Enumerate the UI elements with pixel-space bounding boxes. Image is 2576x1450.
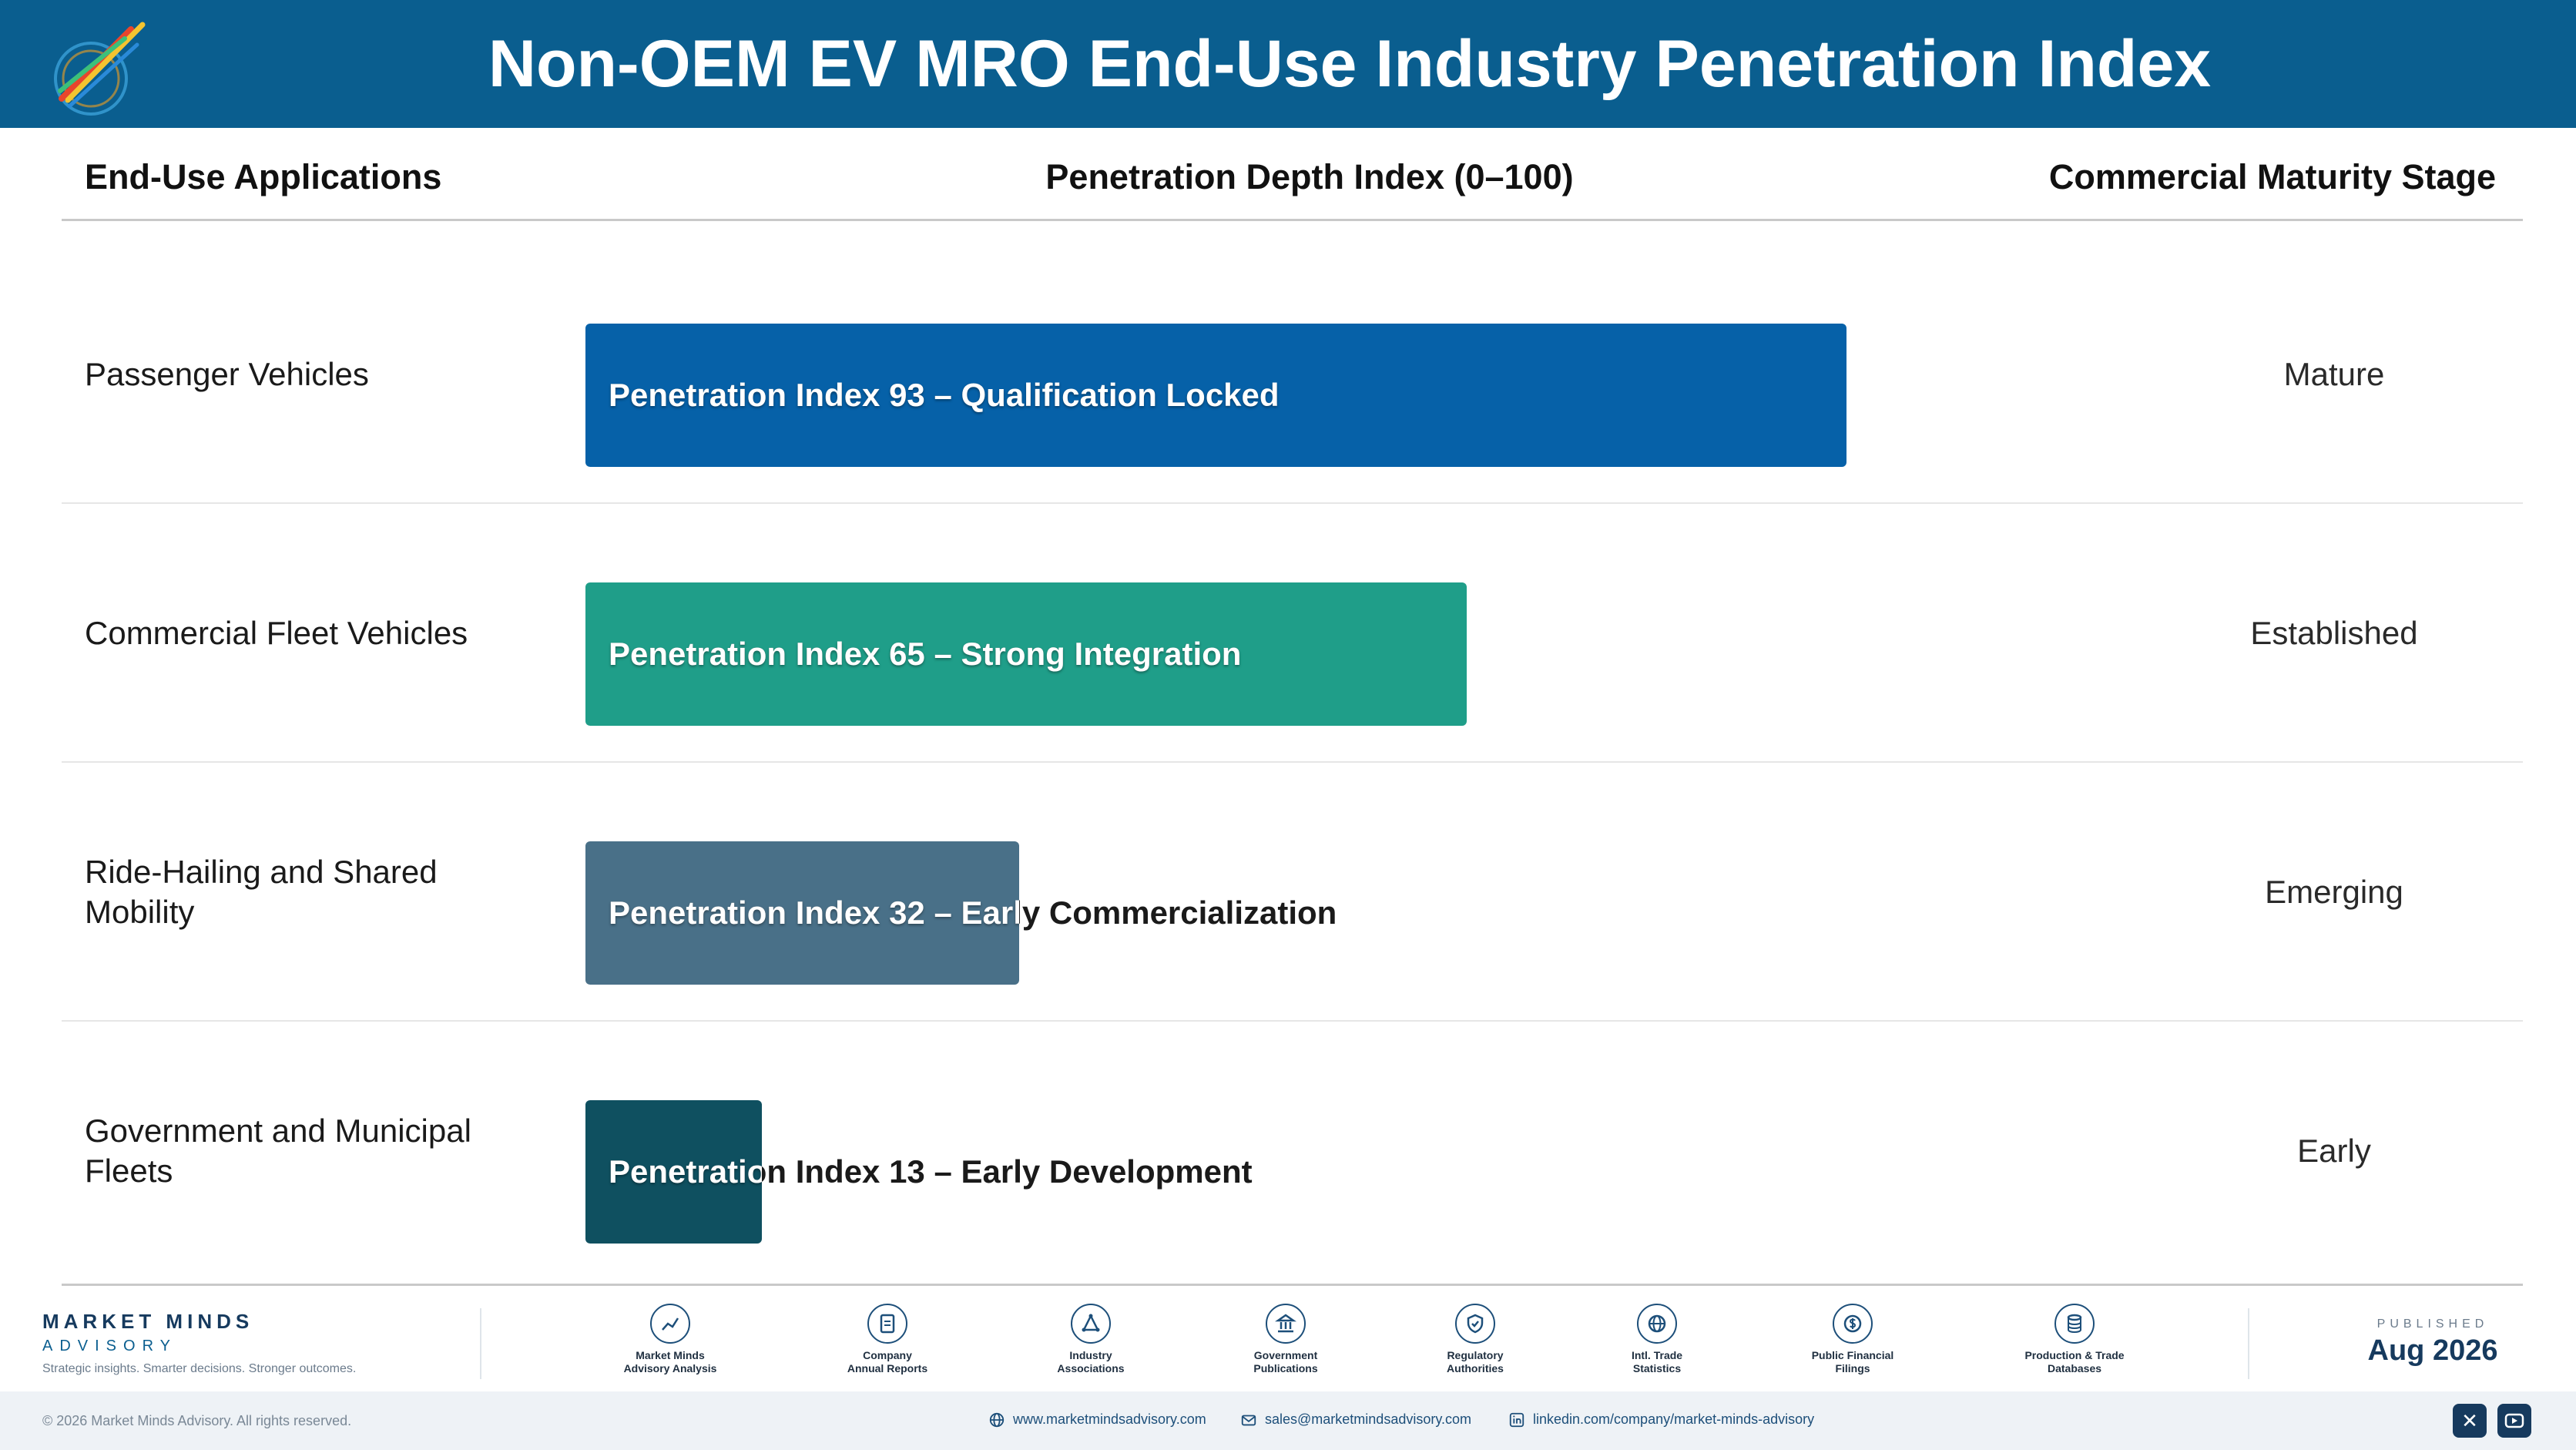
maturity-stage-value: Early [2297, 1133, 2371, 1169]
footer-bar: © 2026 Market Minds Advisory. All rights… [0, 1391, 2576, 1450]
source-label: Intl. Trade Statistics [1631, 1349, 1683, 1374]
column-header-maturity-stage: Commercial Maturity Stage [2048, 157, 2497, 196]
bar-data-label-inside: Penetration Index 32 – Early Commerciali… [609, 895, 1019, 931]
bar-data-label: Penetration Index 93 – Qualification Loc… [609, 377, 1280, 413]
category-label: Government and Municipal Fleets [85, 1113, 471, 1189]
brand-tagline: Strategic insights. Smarter decisions. S… [42, 1362, 357, 1375]
brand-name: MARKET MINDS [42, 1310, 254, 1333]
bar-data-label-inside: Penetration Index 13 – Early Development [609, 1153, 762, 1190]
footer-divider [480, 1308, 481, 1379]
bar [585, 1100, 762, 1244]
source-item: Market Minds Advisory Analysis [585, 1304, 755, 1375]
maturity-stage-value: Established [2250, 615, 2418, 651]
chart-bottom-divider [62, 1284, 2523, 1286]
government-building-icon [1266, 1304, 1306, 1344]
source-label: Public Financial Filings [1811, 1349, 1894, 1374]
bar-data-label: Penetration Index 65 – Strong Integratio… [609, 636, 1242, 672]
bar-track: Penetration Index 13 – Early Development… [585, 1100, 1941, 1244]
youtube-icon[interactable] [2497, 1404, 2531, 1438]
chart-row: Passenger Vehicles Penetration Index 93 –… [62, 245, 2523, 504]
bar-data-label: Penetration Index 13 – Early Development [609, 1153, 1253, 1190]
database-icon [2054, 1304, 2095, 1344]
header-banner: Non-OEM EV MRO End-Use Industry Penetrat… [0, 0, 2576, 128]
source-item: Public Financial Filings [1768, 1304, 1937, 1375]
page-title: Non-OEM EV MRO End-Use Industry Penetrat… [488, 27, 2212, 101]
footer: MARKET MINDS ADVISORY Strategic insights… [0, 1294, 2576, 1391]
document-icon [867, 1304, 907, 1344]
row-divider [62, 1020, 2523, 1022]
source-item: Regulatory Authorities [1390, 1304, 1560, 1375]
source-item: Government Publications [1201, 1304, 1370, 1375]
footer-divider [2248, 1308, 2249, 1379]
published-date: Aug 2026 [2367, 1334, 2498, 1367]
linkedin-icon [1509, 1413, 1524, 1428]
category-label: Commercial Fleet Vehicles [85, 615, 468, 651]
bar-data-label-overlay: Penetration Index 65 – Strong Integratio… [585, 582, 1467, 726]
maturity-stage-value: Emerging [2265, 874, 2403, 910]
bar [585, 582, 1467, 726]
email-text: sales@marketmindsadvisory.com [1265, 1411, 1472, 1427]
bar-track: Penetration Index 32 – Early Commerciali… [585, 841, 1941, 985]
mail-icon [1241, 1415, 1256, 1426]
sources-list: Market Minds Advisory Analysis Company Annu… [0, 1294, 2576, 1391]
source-item: Company Annual Reports [803, 1304, 972, 1375]
globe-icon [989, 1413, 1005, 1428]
source-label: Regulatory Authorities [1447, 1349, 1504, 1374]
column-header-penetration-depth: Penetration Depth Index (0–100) [1045, 157, 1574, 196]
copyright-text: © 2026 Market Minds Advisory. All rights… [42, 1413, 352, 1428]
chart-row: Ride-Hailing and Shared Mobility Penetrat… [62, 763, 2523, 1022]
bar-track: Penetration Index 65 – Strong Integratio… [585, 582, 1941, 726]
published-label: PUBLISHED [2376, 1317, 2489, 1331]
row-divider [62, 761, 2523, 763]
shield-check-icon [1455, 1304, 1495, 1344]
bar-track: Penetration Index 93 – Qualification Loc… [585, 324, 1941, 467]
pencils-logo-icon [54, 22, 146, 116]
linkedin-link[interactable]: linkedin.com/company/market-minds-adviso… [1508, 1411, 1814, 1428]
source-label: Market Minds Advisory Analysis [623, 1349, 717, 1374]
header-divider [62, 219, 2523, 221]
email-link[interactable]: sales@marketmindsadvisory.com [1240, 1411, 1471, 1428]
dollar-coin-icon [1833, 1304, 1873, 1344]
source-label: Industry Associations [1057, 1349, 1125, 1374]
website-link[interactable]: www.marketmindsadvisory.com [988, 1411, 1206, 1428]
chart-row: Commercial Fleet Vehicles Penetration Ind… [62, 504, 2523, 763]
bar [585, 324, 1846, 467]
category-label: Ride-Hailing and Shared Mobility [85, 854, 438, 930]
bar-data-label: Penetration Index 32 – Early Commerciali… [609, 895, 1337, 931]
bar-data-label-overlay: Penetration Index 93 – Qualification Loc… [585, 324, 1846, 467]
source-item: Intl. Trade Statistics [1572, 1304, 1742, 1375]
row-divider [62, 502, 2523, 504]
linkedin-text: linkedin.com/company/market-minds-adviso… [1533, 1411, 1815, 1427]
source-label: Production & Trade Databases [2024, 1349, 2125, 1374]
trend-chart-icon [650, 1304, 690, 1344]
source-item: Industry Associations [1006, 1304, 1176, 1375]
source-label: Government Publications [1253, 1349, 1318, 1374]
bar-data-label-inside: Penetration Index 65 – Strong Integratio… [609, 636, 1242, 672]
website-text: www.marketmindsadvisory.com [1013, 1411, 1206, 1427]
bar-data-label-inside: Penetration Index 93 – Qualification Loc… [609, 377, 1280, 413]
brand-subtitle: ADVISORY [42, 1338, 177, 1354]
bar [585, 841, 1019, 985]
chart-row: Government and Municipal Fleets Penetrati… [62, 1022, 2523, 1280]
bar-data-label-overlay: Penetration Index 32 – Early Commerciali… [585, 841, 1019, 985]
source-item: Production & Trade Databases [1990, 1304, 2159, 1375]
column-header-applications: End-Use Applications [85, 157, 442, 196]
x-icon[interactable]: ✕ [2453, 1404, 2487, 1438]
source-label: Company Annual Reports [847, 1349, 928, 1374]
category-label: Passenger Vehicles [85, 356, 369, 392]
bar-data-label-overlay: Penetration Index 13 – Early Development [585, 1100, 762, 1244]
network-icon [1071, 1304, 1111, 1344]
maturity-stage-value: Mature [2283, 356, 2385, 392]
globe-icon [1637, 1304, 1677, 1344]
